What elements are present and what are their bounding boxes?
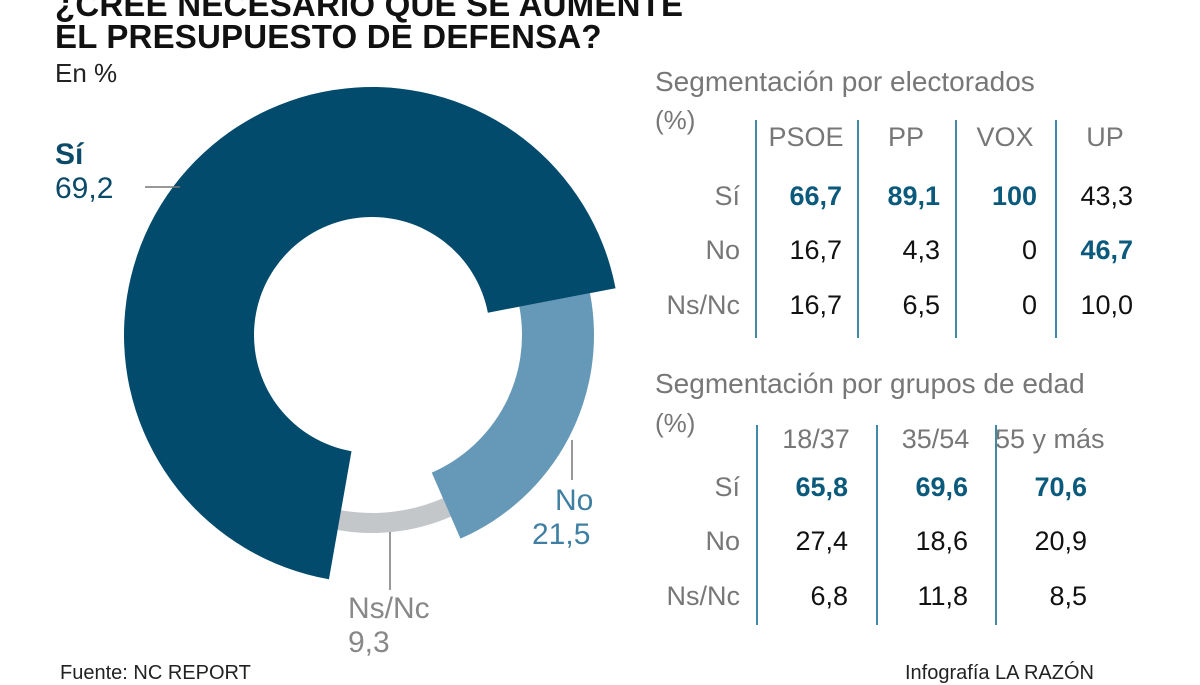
donut-slice-no [431,293,594,539]
row-label: Sí [714,181,740,211]
title-line-1: ¿CREE NECESARIO QUE SE AUMENTE [55,0,684,23]
column-header: PP [887,122,925,152]
table-cell: 8,5 [1049,581,1087,611]
row-label: No [705,235,740,265]
column-divider [955,120,957,338]
electorate-unit: (%) [655,105,696,135]
age-title: Segmentación por grupos de edad [655,368,1085,399]
donut-slice-sí [123,86,616,580]
donut-chart [123,86,616,590]
table-cell: 43,3 [1080,181,1133,211]
slice-value-si: 69,2 [55,172,114,205]
subtitle: En % [55,58,118,88]
table-cell: 69,6 [915,472,968,502]
table-cell: 11,8 [917,581,968,611]
table-cell: 0 [1021,235,1037,265]
column-header: PSOE [768,122,844,152]
table-cell: 66,7 [789,181,842,211]
age-unit: (%) [655,408,696,438]
table-cell: 70,6 [1034,472,1087,502]
table-cell: 46,7 [1080,235,1133,265]
table-cell: 65,8 [795,472,848,502]
row-label: Ns/Nc [666,290,741,320]
column-divider [857,120,859,338]
table-cell: 6,8 [810,581,848,611]
column-divider [876,425,878,625]
slice-value-nsnc: 9,3 [348,626,390,659]
slice-label-nsnc: Ns/Nc [348,592,430,625]
column-divider [1055,120,1057,338]
table-cell: 27,4 [795,526,848,556]
column-header: 55 y más [995,424,1105,454]
column-divider [995,425,997,625]
column-header: 35/54 [901,424,970,454]
table-cell: 16,7 [789,235,842,265]
table-cell: 18,6 [915,526,968,556]
table-cell: 0 [1021,290,1037,320]
column-header: 18/37 [782,424,850,454]
slice-label-si: Sí [55,138,84,171]
row-label: No [705,526,740,556]
row-label: Sí [714,472,740,502]
column-divider [755,120,757,338]
footer-source: Fuente: NC REPORT [60,662,251,684]
title-line-2: EL PRESUPUESTO DE DEFENSA? [55,18,602,55]
column-header: UP [1086,122,1124,152]
table-cell: 16,7 [789,290,842,320]
donut-slice-nsnc [337,498,451,533]
footer-credit: Infografía LA RAZÓN [905,662,1094,684]
column-header: VOX [976,122,1034,152]
slice-value-no: 21,5 [532,518,591,551]
electorate-title: Segmentación por electorados [655,66,1035,97]
table-cell: 100 [991,181,1037,211]
row-label: Ns/Nc [666,581,741,611]
table-cell: 89,1 [887,181,940,211]
column-divider [756,425,758,625]
slice-label-no: No [555,484,594,517]
table-cell: 4,3 [902,235,940,265]
table-cell: 6,5 [902,290,940,320]
table-cell: 10,0 [1080,290,1133,320]
table-cell: 20,9 [1034,526,1087,556]
